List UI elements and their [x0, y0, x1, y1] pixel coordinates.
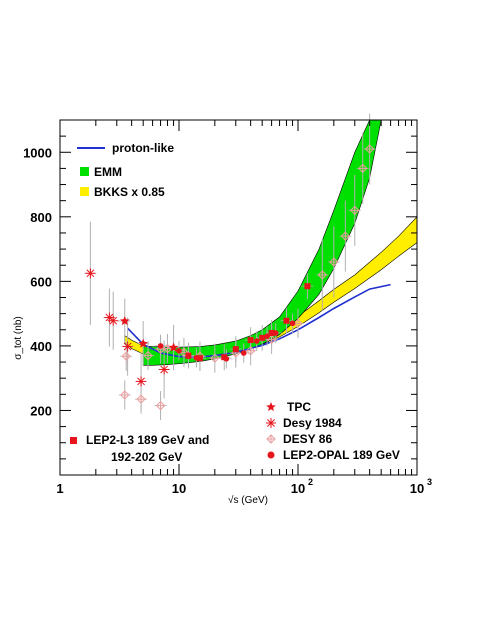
legend-desy1984-label: Desy 1984: [283, 416, 342, 430]
diamond-outline: [155, 400, 166, 411]
x-tick-exponent: 2: [308, 477, 313, 487]
legend-l3-label: LEP2-L3 189 GeV and: [86, 433, 209, 447]
legend-desy86-label: DESY 86: [283, 432, 332, 446]
asterisk-stroke: [86, 269, 95, 278]
opal-point: [157, 343, 164, 349]
legend-desy86-marker: [266, 434, 276, 444]
desy1984-point: [159, 364, 170, 375]
legend-bottom: TPC Desy 1984 DESY 86 LEP2-OPAL 189 GeV: [266, 400, 400, 462]
diamond-outline: [340, 231, 351, 241]
desy86-point: [317, 270, 327, 280]
desy86-point: [340, 231, 351, 241]
desy86-point: [136, 394, 146, 404]
legend-tpc-marker: [266, 402, 276, 411]
axis-ticks: [59, 119, 418, 476]
legend-tpc-label: TPC: [287, 400, 311, 414]
x-tick-label: 10: [410, 481, 424, 496]
asterisk-stroke: [160, 365, 169, 374]
opal-point: [185, 353, 192, 360]
opal-point: [240, 350, 247, 356]
y-tick-label: 200: [30, 403, 52, 418]
x-tick-label: 1: [56, 481, 63, 496]
desy1984-point: [122, 341, 133, 352]
legend-proton-label: proton-like: [112, 141, 174, 155]
asterisk-stroke: [267, 419, 275, 427]
opal-point: [176, 347, 182, 354]
legend-bkks-swatch: [80, 187, 89, 196]
diamond-outline: [350, 205, 360, 216]
legend-l3-label: 192-202 GeV: [111, 450, 182, 464]
tpc-point: [138, 338, 148, 348]
desy86-point: [364, 144, 375, 154]
desy86-point: [350, 205, 360, 216]
diamond-outline: [210, 353, 220, 363]
legend-opal-label: LEP2-OPAL 189 GeV: [283, 448, 400, 462]
legend-emm-swatch: [80, 167, 89, 176]
y-tick-label: 800: [30, 210, 52, 225]
legend-opal-marker: [267, 451, 275, 459]
legend-l3: LEP2-L3 189 GeV and 192-202 GeV: [70, 433, 209, 464]
asterisk-stroke: [109, 316, 118, 325]
desy1984-point: [136, 376, 147, 387]
x-tick-label: 10: [291, 481, 305, 496]
opal-point: [264, 333, 270, 340]
legend-bkks-label: BKKS x 0.85: [94, 185, 165, 199]
y-axis-title: σ_tot (nb): [13, 316, 24, 359]
opal-point: [272, 330, 279, 336]
opal-point: [223, 356, 230, 362]
x-tick-label: 10: [172, 481, 186, 496]
desy86-point: [121, 351, 131, 361]
legend-desy1984-marker: [266, 418, 276, 428]
tpc-point: [120, 316, 130, 326]
desy86-point: [162, 343, 173, 354]
bands: [124, 120, 417, 366]
desy86-point: [210, 353, 220, 363]
opal-point: [193, 355, 200, 361]
tpc-point: [168, 342, 179, 352]
desy86-point: [329, 257, 339, 267]
data-points: [85, 144, 375, 411]
x-axis-title: √s (GeV): [228, 494, 268, 506]
opal-point: [253, 338, 260, 344]
l3-point: [283, 317, 290, 324]
asterisk-stroke: [123, 342, 132, 351]
y-tick-label: 1000: [23, 145, 52, 160]
diamond-outline: [120, 390, 130, 400]
l3-point: [268, 330, 275, 336]
diamond-outline: [162, 343, 173, 354]
y-tick-label: 400: [30, 339, 52, 354]
l3-point: [196, 355, 203, 362]
opal-point: [289, 320, 296, 327]
l3-point: [247, 337, 254, 344]
l3-point: [304, 283, 311, 290]
diamond-outline: [143, 350, 153, 361]
legend-l3-marker: [70, 437, 77, 444]
legend-emm-label: EMM: [94, 165, 122, 179]
desy86-point: [120, 390, 130, 400]
desy86-point: [143, 350, 153, 361]
desy86-point: [155, 400, 166, 411]
desy1984-point: [108, 315, 119, 326]
x-tick-exponent: 3: [427, 477, 432, 487]
desy86-point: [245, 346, 256, 356]
legend-top: proton-like EMM BKKS x 0.85: [77, 141, 174, 199]
y-tick-label: 600: [30, 274, 52, 289]
desy1984-point: [85, 268, 96, 279]
desy86-point: [358, 163, 368, 174]
l3-point: [232, 346, 239, 353]
asterisk-stroke: [137, 377, 145, 386]
l3-point: [259, 334, 266, 341]
